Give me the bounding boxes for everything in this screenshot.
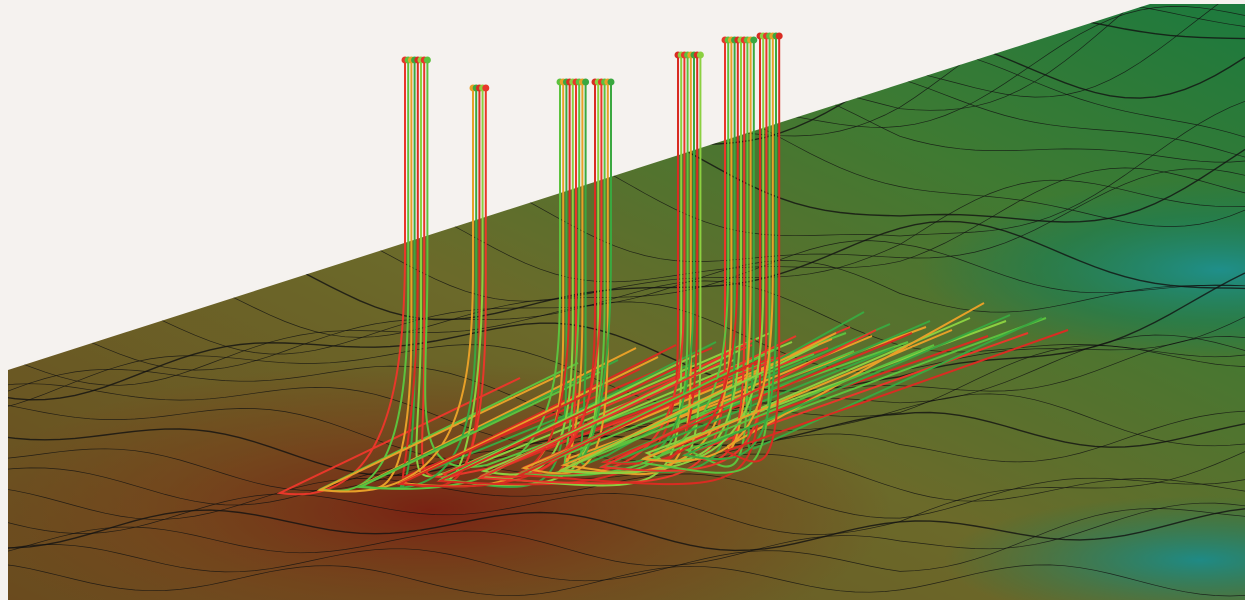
well-head — [424, 57, 431, 64]
well-head — [750, 37, 757, 44]
page: (() => { const ns = 'http://www.w3.org/2… — [0, 0, 1245, 600]
scene-3d — [0, 0, 1245, 600]
well-head — [776, 33, 783, 40]
well-head — [582, 79, 589, 86]
well-head — [608, 79, 615, 86]
well-head — [482, 85, 489, 92]
well-head — [697, 52, 704, 59]
